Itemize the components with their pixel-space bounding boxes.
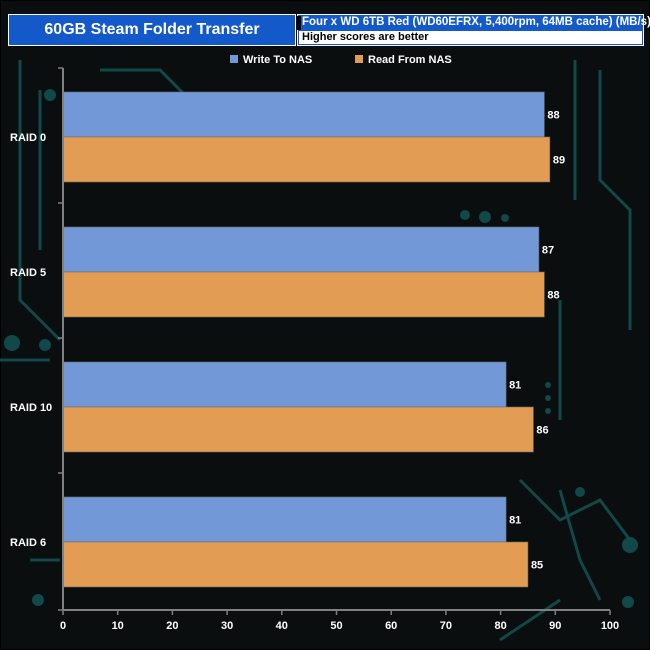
bar-value-label: 88	[547, 290, 559, 302]
bar-value-label: 88	[547, 110, 559, 122]
legend: Write To NAS Read From NAS	[230, 54, 452, 66]
bar-value-label: 81	[509, 515, 521, 527]
bar-write	[62, 361, 507, 408]
bar-write	[62, 91, 545, 138]
x-tick-label: 20	[166, 620, 178, 632]
bar-read	[62, 406, 534, 453]
x-tick-label: 40	[276, 620, 288, 632]
legend-swatch-read	[355, 55, 363, 63]
bar-write	[62, 496, 507, 543]
x-tick-label: 90	[549, 620, 561, 632]
bar-value-label: 87	[542, 245, 554, 257]
chart-note: Higher scores are better	[299, 31, 642, 44]
category-label: RAID 10	[10, 402, 52, 414]
x-tick-label: 10	[112, 620, 124, 632]
legend-label-read: Read From NAS	[368, 54, 452, 66]
x-tick-label: 60	[385, 620, 397, 632]
bar-value-label: 86	[536, 425, 548, 437]
bar-value-label: 89	[553, 155, 565, 167]
x-tick-label: 70	[440, 620, 452, 632]
chart-title: 60GB Steam Folder Transfer	[8, 14, 296, 46]
chart-subtitle: Four x WD 6TB Red (WD60EFRX, 5,400rpm, 6…	[302, 16, 650, 28]
chart-subtitle-box: Four x WD 6TB Red (WD60EFRX, 5,400rpm, 6…	[297, 14, 650, 46]
bar-read	[62, 541, 529, 588]
bar-read	[62, 136, 551, 183]
x-tick-label: 50	[330, 620, 342, 632]
x-tick-label: 100	[601, 620, 619, 632]
bar-value-label: 81	[509, 380, 521, 392]
bars-group: RAID 0 88 89 RAID 5 87 88 RAID 10 81 86 RAID 6 81 8…	[10, 91, 565, 588]
category-label: RAID 5	[10, 267, 46, 279]
subtitle-accent	[297, 16, 301, 30]
bar-read	[62, 271, 545, 318]
category-label: RAID 6	[10, 537, 46, 549]
bar-value-label: 85	[531, 560, 543, 572]
legend-swatch-write	[230, 55, 238, 63]
x-tick-label: 80	[494, 620, 506, 632]
bar-write	[62, 226, 540, 273]
x-tick-label: 0	[60, 620, 66, 632]
axes-group: 0 10 20 30 40 50 60 70 80 90 100	[58, 67, 619, 632]
x-tick-label: 30	[221, 620, 233, 632]
category-label: RAID 0	[10, 132, 46, 144]
legend-label-write: Write To NAS	[243, 54, 312, 66]
